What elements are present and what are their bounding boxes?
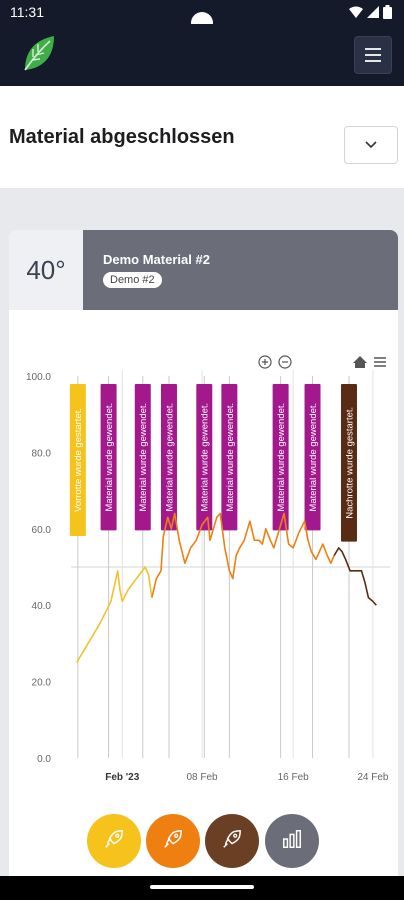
status-icons bbox=[349, 5, 392, 19]
status-time: 11:31 bbox=[10, 4, 44, 20]
annotation-text: Material wurde gewendet. bbox=[138, 403, 149, 512]
chevron-down-icon bbox=[365, 141, 377, 149]
annotation-text: Material wurde gewendet. bbox=[164, 403, 175, 512]
wifi-icon bbox=[349, 6, 363, 18]
home-indicator[interactable] bbox=[150, 885, 254, 889]
annotation-text: Nachrotte wurde gestartet. bbox=[344, 407, 355, 519]
series-line-0 bbox=[76, 566, 153, 663]
annotation-text: Material wurde gewendet. bbox=[276, 403, 287, 512]
rocket-icon bbox=[103, 828, 125, 855]
x-tick-label: 08 Feb bbox=[186, 772, 218, 783]
annotation-label: Material wurde gewendet. bbox=[272, 384, 289, 531]
hamburger-menu-button[interactable] bbox=[354, 36, 392, 74]
annotation-label: Nachrotte wurde gestartet. bbox=[340, 384, 357, 542]
material-header: Demo Material #2 Demo #2 bbox=[83, 230, 398, 310]
y-tick-label: 20.0 bbox=[32, 678, 52, 689]
rotte-button[interactable] bbox=[146, 814, 200, 868]
material-name: Demo Material #2 bbox=[103, 252, 210, 267]
annotation-text: Material wurde gewendet. bbox=[225, 403, 236, 512]
rocket-icon bbox=[221, 828, 243, 855]
series-line-1 bbox=[151, 512, 335, 598]
y-tick-label: 100.0 bbox=[26, 372, 51, 383]
hamburger-icon bbox=[365, 48, 381, 50]
zoom-out-icon[interactable] bbox=[278, 355, 292, 369]
annotation-text: Material wurde gewendet. bbox=[200, 403, 211, 512]
nachrotte-button[interactable] bbox=[205, 814, 259, 868]
annotation-text: Vorrotte wurde gestartet. bbox=[73, 408, 84, 512]
y-tick-label: 80.0 bbox=[32, 448, 52, 459]
bar-chart-icon bbox=[281, 828, 303, 855]
title-bar: Material abgeschlossen bbox=[0, 86, 404, 188]
status-bar: 11:31 bbox=[0, 0, 404, 34]
annotation-label: Material wurde gewendet. bbox=[221, 384, 238, 531]
annotation-label: Material wurde gewendet. bbox=[304, 384, 321, 531]
x-tick-label: 24 Feb bbox=[357, 772, 389, 783]
x-tick-label: 16 Feb bbox=[278, 772, 310, 783]
material-tag-badge: Demo #2 bbox=[103, 272, 162, 288]
y-tick-label: 0.0 bbox=[37, 754, 51, 765]
home-icon[interactable] bbox=[353, 356, 367, 368]
x-tick-label: Feb '23 bbox=[105, 772, 139, 783]
leaf-logo-icon[interactable] bbox=[22, 34, 56, 77]
zoom-in-icon[interactable] bbox=[258, 355, 272, 369]
options-dropdown-button[interactable] bbox=[344, 126, 398, 164]
annotation-text: Material wurde gewendet. bbox=[104, 403, 115, 512]
chart-menu-icon[interactable] bbox=[374, 357, 386, 367]
annotation-label: Vorrotte wurde gestartet. bbox=[69, 384, 86, 536]
vorrotte-button[interactable] bbox=[87, 814, 141, 868]
temperature-chart: Vorrotte wurde gestartet. Material wurde … bbox=[26, 355, 390, 783]
page-title: Material abgeschlossen bbox=[9, 126, 235, 148]
annotation-label: Material wurde gewendet. bbox=[134, 384, 151, 531]
y-tick-label: 60.0 bbox=[32, 525, 52, 536]
annotation-text: Material wurde gewendet. bbox=[308, 403, 319, 512]
signal-icon bbox=[367, 6, 379, 18]
annotation-label: Material wurde gewendet. bbox=[100, 384, 117, 531]
temperature-display: 40° bbox=[9, 230, 83, 310]
rocket-icon bbox=[162, 828, 184, 855]
statistics-button[interactable] bbox=[265, 814, 319, 868]
y-tick-label: 40.0 bbox=[32, 601, 52, 612]
material-card: 40° Demo Material #2 Demo #2 Vorrotte wu… bbox=[9, 230, 398, 894]
annotation-label: Material wurde gewendet. bbox=[196, 384, 213, 531]
battery-icon bbox=[383, 5, 392, 19]
annotation-label: Material wurde gewendet. bbox=[160, 384, 177, 531]
series-line-2 bbox=[333, 547, 377, 606]
app-header bbox=[0, 24, 404, 86]
